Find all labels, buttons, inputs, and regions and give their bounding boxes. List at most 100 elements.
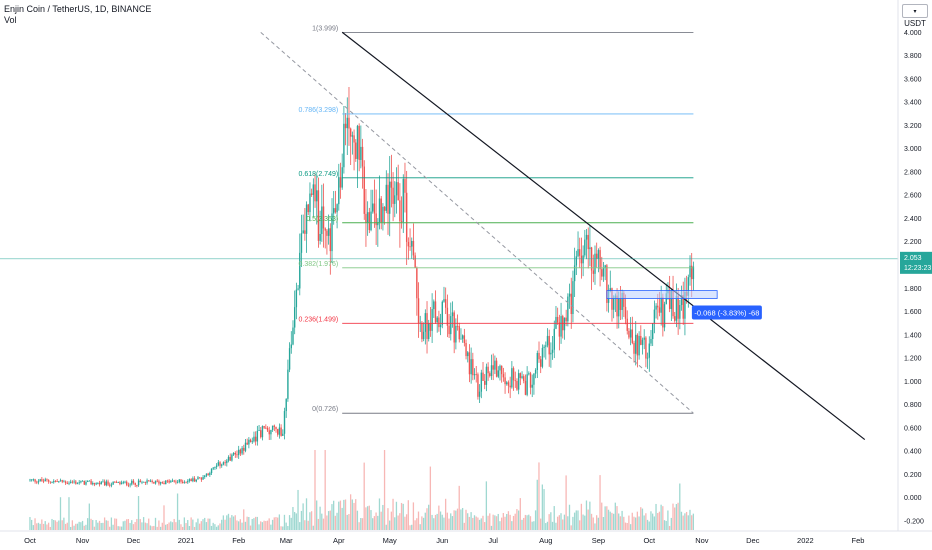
candle-body bbox=[126, 481, 128, 485]
volume-bar bbox=[456, 508, 459, 530]
candle-body bbox=[44, 479, 46, 482]
volume-bar bbox=[277, 517, 279, 530]
candle-body bbox=[499, 365, 501, 371]
candle-body bbox=[178, 479, 181, 482]
candle-body bbox=[553, 328, 555, 350]
volume-bar bbox=[660, 504, 662, 530]
bar-countdown: 12:23:23 bbox=[904, 265, 931, 272]
candle-body bbox=[653, 309, 656, 324]
volume-bar bbox=[209, 518, 211, 530]
candle-body bbox=[504, 377, 506, 385]
volume-bar bbox=[643, 515, 645, 530]
candle-body bbox=[183, 482, 186, 484]
volume-bar bbox=[629, 524, 632, 530]
volume-bar bbox=[487, 515, 489, 530]
candle-body bbox=[165, 480, 167, 485]
volume-bar bbox=[197, 518, 199, 530]
candle-body bbox=[618, 298, 620, 317]
volume-bar bbox=[606, 506, 608, 530]
candle-body bbox=[36, 481, 38, 483]
volume-bar bbox=[188, 526, 191, 530]
volume-bar bbox=[640, 507, 642, 530]
candle-body bbox=[148, 480, 150, 482]
trendline-dashed[interactable] bbox=[260, 32, 694, 414]
price-tick-label: 2.800 bbox=[904, 169, 922, 176]
trendline-solid[interactable] bbox=[341, 31, 866, 441]
symbol-title[interactable]: Enjin Coin / TetherUS, 1D, BINANCE bbox=[4, 4, 152, 14]
candle-body bbox=[144, 481, 147, 483]
volume-bar bbox=[53, 520, 55, 530]
candle-body bbox=[517, 373, 520, 390]
candle-body bbox=[556, 316, 559, 323]
candle-body bbox=[222, 462, 225, 465]
volume-bar bbox=[511, 521, 513, 530]
measure-range-box[interactable] bbox=[606, 290, 718, 299]
price-range-measure[interactable]: -0.068 (-3.83%) -68 bbox=[606, 290, 762, 320]
candle-body bbox=[193, 478, 196, 482]
candle-body bbox=[477, 374, 479, 397]
candle-body bbox=[153, 481, 155, 484]
volume-bar bbox=[484, 522, 486, 530]
candle-body bbox=[139, 480, 141, 483]
volume-bar bbox=[478, 519, 481, 530]
volume-bar bbox=[528, 514, 530, 530]
volume-bar bbox=[573, 512, 576, 530]
volume-bar bbox=[351, 499, 353, 530]
candle-body bbox=[470, 359, 472, 375]
candle-body bbox=[660, 297, 662, 313]
volume-bar bbox=[170, 521, 172, 530]
volume-bar bbox=[273, 517, 275, 530]
volume-bar bbox=[175, 522, 177, 530]
candle-body bbox=[597, 250, 600, 259]
candle-body bbox=[684, 291, 686, 319]
candle-body bbox=[34, 479, 36, 482]
candle-body bbox=[650, 338, 652, 344]
candle-body bbox=[546, 335, 549, 346]
candle-body bbox=[612, 298, 615, 310]
volume-bar bbox=[497, 513, 499, 530]
volume-bar bbox=[346, 514, 348, 530]
volume-bar bbox=[51, 518, 53, 530]
volume-indicator-label[interactable]: Vol bbox=[4, 15, 17, 25]
fibonacci-retracement[interactable]: 1(3.999) 0.786(3.298) 0.618(2.749) 0.5(2.36… bbox=[298, 25, 694, 414]
candle-body bbox=[103, 481, 106, 486]
time-tick-label: Oct bbox=[643, 536, 656, 545]
candle-body bbox=[64, 481, 67, 484]
volume-bar bbox=[97, 522, 99, 530]
currency-selector[interactable]: ▾ USDT bbox=[902, 4, 928, 28]
volume-bar bbox=[81, 520, 84, 530]
candle-body bbox=[400, 221, 403, 223]
volume-bar bbox=[71, 520, 74, 530]
candle-body bbox=[180, 479, 182, 482]
volume-bar bbox=[565, 475, 567, 530]
last-price-tag bbox=[900, 251, 932, 274]
volume-bar bbox=[461, 507, 464, 530]
volume-bar bbox=[609, 511, 611, 530]
candle-body bbox=[368, 212, 371, 231]
candle-body bbox=[88, 480, 91, 482]
volume-bar bbox=[243, 509, 245, 530]
candle-body bbox=[198, 477, 201, 479]
price-tick-label: 2.600 bbox=[904, 193, 922, 200]
candle-body bbox=[512, 368, 515, 381]
candle-body bbox=[487, 366, 489, 374]
price-tick-label: 3.200 bbox=[904, 123, 922, 130]
volume-bar bbox=[382, 504, 384, 530]
volume-bar bbox=[293, 511, 296, 530]
volume-bar bbox=[183, 517, 185, 530]
time-tick-label: Dec bbox=[746, 536, 760, 545]
volume-bar bbox=[68, 497, 70, 530]
time-tick-label: Sep bbox=[592, 536, 605, 545]
trendlines[interactable] bbox=[260, 31, 866, 441]
candle-body bbox=[80, 481, 82, 483]
volume-bar bbox=[109, 526, 111, 530]
candle-body bbox=[322, 206, 325, 229]
volume-bar bbox=[453, 510, 455, 530]
volume-bar bbox=[546, 521, 549, 530]
volume-bar bbox=[441, 514, 443, 530]
candle-body bbox=[68, 482, 70, 484]
volume-bar bbox=[409, 525, 411, 530]
candle-body bbox=[455, 325, 457, 343]
volume-bar bbox=[582, 514, 584, 530]
